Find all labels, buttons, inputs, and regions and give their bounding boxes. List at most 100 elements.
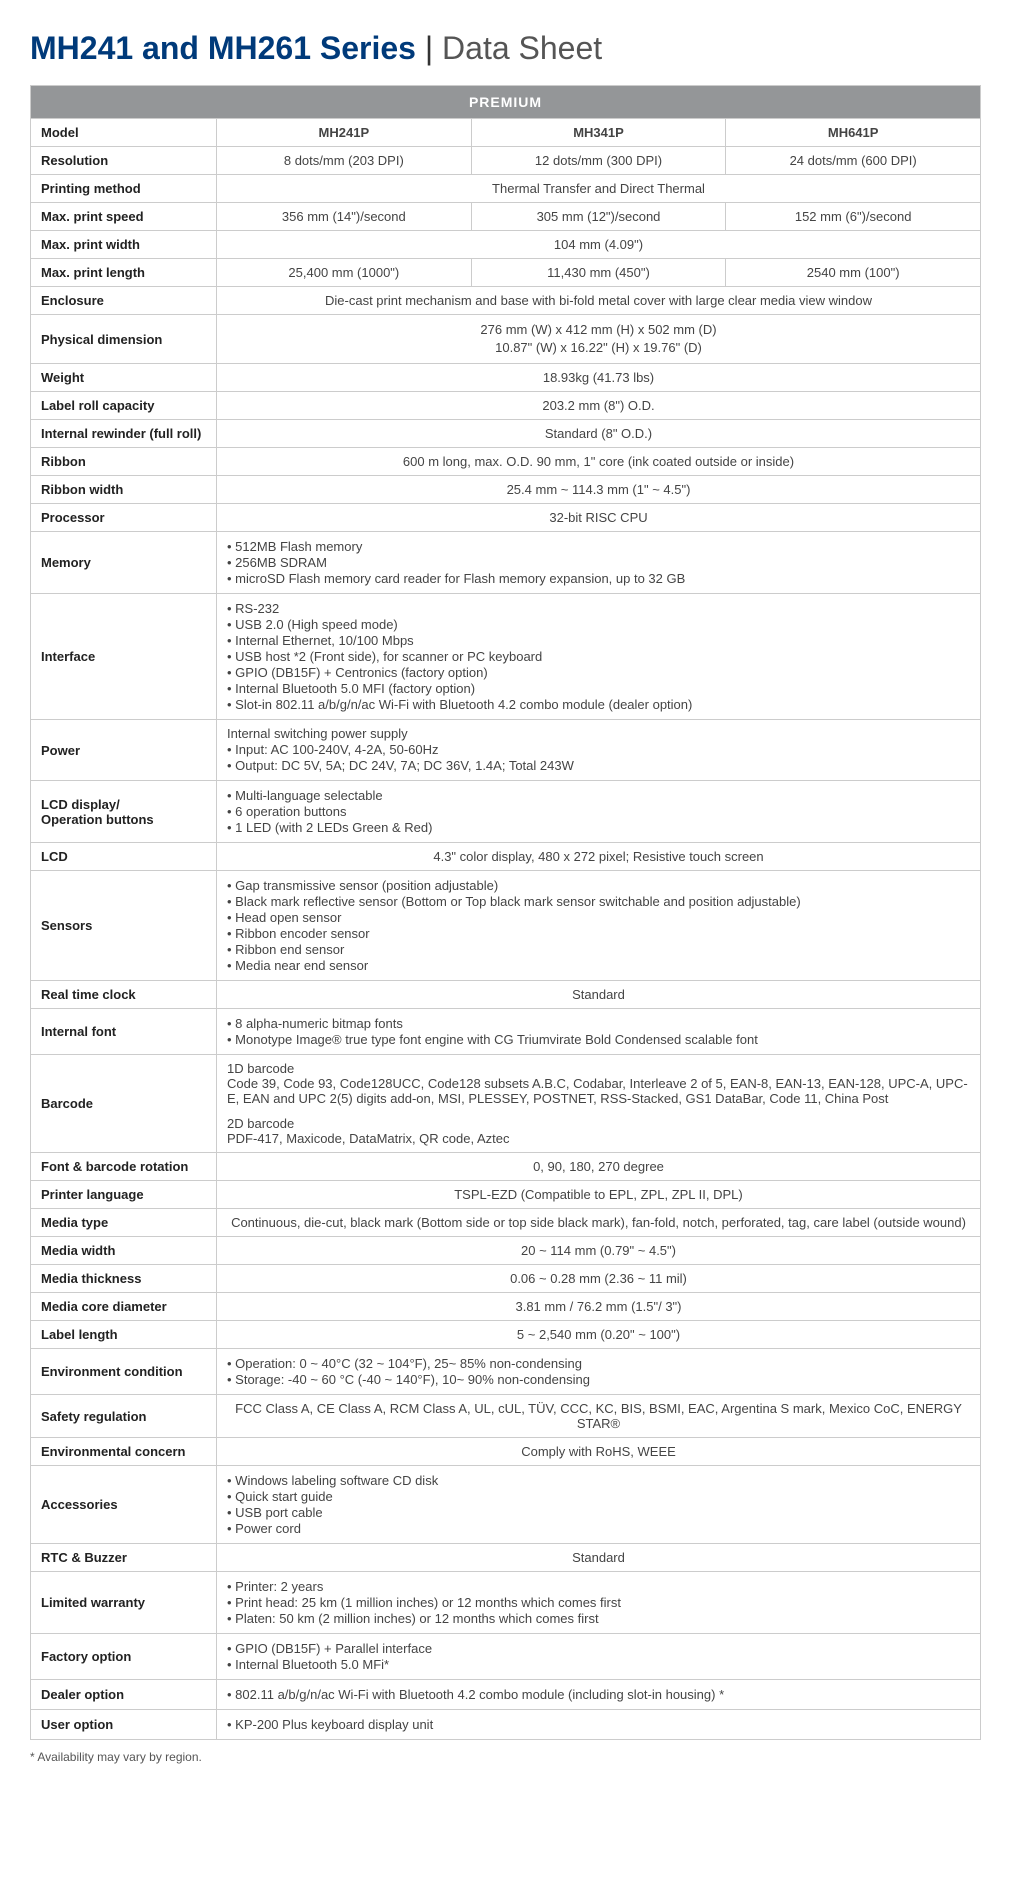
cell-value: Die-cast print mechanism and base with b… (217, 287, 981, 315)
table-row: Environment conditionOperation: 0 ~ 40°C… (31, 1349, 981, 1395)
row-label: Font & barcode rotation (31, 1153, 217, 1181)
cell-value: 5 ~ 2,540 mm (0.20" ~ 100") (217, 1321, 981, 1349)
cell-value: Standard (217, 981, 981, 1009)
cell-value: Printer: 2 yearsPrint head: 25 km (1 mil… (217, 1572, 981, 1634)
cell-value: Multi-language selectable6 operation but… (217, 781, 981, 843)
cell-value: 4.3" color display, 480 x 272 pixel; Res… (217, 843, 981, 871)
cell-value: 305 mm (12")/second (471, 203, 726, 231)
cell-value: 12 dots/mm (300 DPI) (471, 147, 726, 175)
row-label: Internal rewinder (full roll) (31, 420, 217, 448)
row-label: Ribbon width (31, 476, 217, 504)
row-label: Safety regulation (31, 1395, 217, 1438)
table-row: LCD4.3" color display, 480 x 272 pixel; … (31, 843, 981, 871)
table-row: Dealer option802.11 a/b/g/n/ac Wi-Fi wit… (31, 1680, 981, 1710)
table-row: ModelMH241PMH341PMH641P (31, 119, 981, 147)
row-label: Media core diameter (31, 1293, 217, 1321)
cell-value: Operation: 0 ~ 40°C (32 ~ 104°F), 25~ 85… (217, 1349, 981, 1395)
cell-value: 8 alpha-numeric bitmap fontsMonotype Ima… (217, 1009, 981, 1055)
table-row: Media thickness0.06 ~ 0.28 mm (2.36 ~ 11… (31, 1265, 981, 1293)
row-label: Real time clock (31, 981, 217, 1009)
table-row: Safety regulationFCC Class A, CE Class A… (31, 1395, 981, 1438)
table-row: SensorsGap transmissive sensor (position… (31, 871, 981, 981)
table-row: Physical dimension276 mm (W) x 412 mm (H… (31, 315, 981, 364)
cell-value: 2540 mm (100") (726, 259, 981, 287)
table-row: Printing methodThermal Transfer and Dire… (31, 175, 981, 203)
cell-value: 104 mm (4.09") (217, 231, 981, 259)
table-row: Environmental concernComply with RoHS, W… (31, 1438, 981, 1466)
row-label: Physical dimension (31, 315, 217, 364)
cell-value: 0, 90, 180, 270 degree (217, 1153, 981, 1181)
cell-value: Standard (8" O.D.) (217, 420, 981, 448)
cell-value: 24 dots/mm (600 DPI) (726, 147, 981, 175)
category-header: PREMIUM (31, 86, 981, 119)
row-label: Enclosure (31, 287, 217, 315)
table-row: Memory512MB Flash memory256MB SDRAMmicro… (31, 532, 981, 594)
row-label: Resolution (31, 147, 217, 175)
cell-value: Standard (217, 1544, 981, 1572)
cell-value: 600 m long, max. O.D. 90 mm, 1" core (in… (217, 448, 981, 476)
table-row: LCD display/Operation buttonsMulti-langu… (31, 781, 981, 843)
cell-value: 20 ~ 114 mm (0.79" ~ 4.5") (217, 1237, 981, 1265)
table-row: Real time clockStandard (31, 981, 981, 1009)
cell-value: KP-200 Plus keyboard display unit (217, 1710, 981, 1740)
cell-value: 3.81 mm / 76.2 mm (1.5"/ 3") (217, 1293, 981, 1321)
table-row: Internal rewinder (full roll)Standard (8… (31, 420, 981, 448)
cell-value: 276 mm (W) x 412 mm (H) x 502 mm (D)10.8… (217, 315, 981, 364)
cell-value: Gap transmissive sensor (position adjust… (217, 871, 981, 981)
row-label: Internal font (31, 1009, 217, 1055)
cell-value: 18.93kg (41.73 lbs) (217, 364, 981, 392)
row-label: Power (31, 720, 217, 781)
row-label: Max. print speed (31, 203, 217, 231)
cell-value: TSPL-EZD (Compatible to EPL, ZPL, ZPL II… (217, 1181, 981, 1209)
table-row: RTC & BuzzerStandard (31, 1544, 981, 1572)
title-bold: MH241 and MH261 Series (30, 30, 416, 66)
table-row: Max. print speed356 mm (14")/second305 m… (31, 203, 981, 231)
row-label: Accessories (31, 1466, 217, 1544)
table-row: Processor32-bit RISC CPU (31, 504, 981, 532)
row-label: Dealer option (31, 1680, 217, 1710)
row-label: Barcode (31, 1055, 217, 1153)
cell-value: MH641P (726, 119, 981, 147)
row-label: Label roll capacity (31, 392, 217, 420)
row-label: LCD display/Operation buttons (31, 781, 217, 843)
cell-value: 356 mm (14")/second (217, 203, 472, 231)
row-label: LCD (31, 843, 217, 871)
row-label: Printer language (31, 1181, 217, 1209)
table-row: Max. print length25,400 mm (1000")11,430… (31, 259, 981, 287)
cell-value: 1D barcodeCode 39, Code 93, Code128UCC, … (217, 1055, 981, 1153)
cell-value: MH341P (471, 119, 726, 147)
row-label: Model (31, 119, 217, 147)
row-label: Limited warranty (31, 1572, 217, 1634)
row-label: Memory (31, 532, 217, 594)
table-row: Ribbon width25.4 mm ~ 114.3 mm (1" ~ 4.5… (31, 476, 981, 504)
table-row: Printer languageTSPL-EZD (Compatible to … (31, 1181, 981, 1209)
row-label: Sensors (31, 871, 217, 981)
cell-value: MH241P (217, 119, 472, 147)
row-label: RTC & Buzzer (31, 1544, 217, 1572)
table-row: Limited warrantyPrinter: 2 yearsPrint he… (31, 1572, 981, 1634)
row-label: Processor (31, 504, 217, 532)
cell-value: Comply with RoHS, WEEE (217, 1438, 981, 1466)
table-row: Factory optionGPIO (DB15F) + Parallel in… (31, 1634, 981, 1680)
table-row: Media core diameter3.81 mm / 76.2 mm (1.… (31, 1293, 981, 1321)
table-row: InterfaceRS-232USB 2.0 (High speed mode)… (31, 594, 981, 720)
row-label: Factory option (31, 1634, 217, 1680)
footnote: * Availability may vary by region. (30, 1750, 981, 1764)
cell-value: 25,400 mm (1000") (217, 259, 472, 287)
row-label: Media width (31, 1237, 217, 1265)
cell-value: 802.11 a/b/g/n/ac Wi-Fi with Bluetooth 4… (217, 1680, 981, 1710)
table-row: EnclosureDie-cast print mechanism and ba… (31, 287, 981, 315)
cell-value: 32-bit RISC CPU (217, 504, 981, 532)
table-row: PowerInternal switching power supplyInpu… (31, 720, 981, 781)
cell-value: Thermal Transfer and Direct Thermal (217, 175, 981, 203)
table-row: Media width20 ~ 114 mm (0.79" ~ 4.5") (31, 1237, 981, 1265)
row-label: Max. print width (31, 231, 217, 259)
cell-value: Continuous, die-cut, black mark (Bottom … (217, 1209, 981, 1237)
table-row: Label length5 ~ 2,540 mm (0.20" ~ 100") (31, 1321, 981, 1349)
cell-value: 203.2 mm (8") O.D. (217, 392, 981, 420)
cell-value: 0.06 ~ 0.28 mm (2.36 ~ 11 mil) (217, 1265, 981, 1293)
row-label: Interface (31, 594, 217, 720)
cell-value: Internal switching power supplyInput: AC… (217, 720, 981, 781)
row-label: Max. print length (31, 259, 217, 287)
row-label: Printing method (31, 175, 217, 203)
